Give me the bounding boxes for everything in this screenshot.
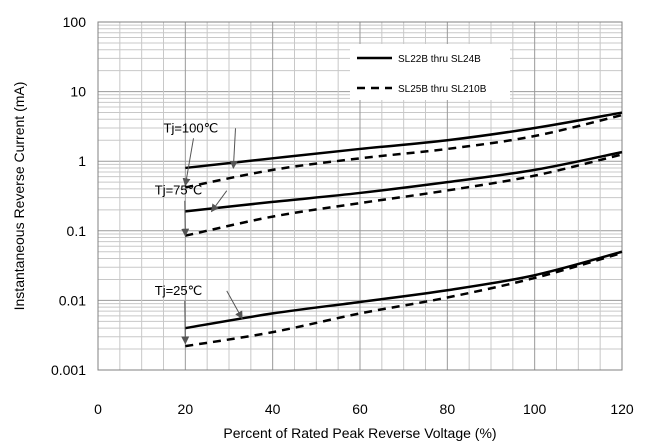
legend-label-solid: SL22B thru SL24B (398, 54, 481, 65)
y-tick-label: 1 (78, 153, 86, 169)
series-lines (185, 111, 623, 348)
x-tick-label: 0 (94, 401, 102, 417)
annotation-arrow (226, 290, 243, 320)
annotation-arrow (182, 138, 194, 187)
series-line-dashed (185, 153, 623, 237)
y-tick-label: 100 (63, 14, 87, 30)
series-line-solid (185, 250, 623, 330)
legend: SL22B thru SL24B SL25B thru SL210B (350, 44, 510, 100)
annotation-arrow (229, 128, 238, 169)
y-tick-label: 10 (70, 84, 86, 100)
legend-box (350, 44, 510, 100)
annotation-label: Tj=100℃ (164, 120, 219, 135)
tick-labels: 0.001 0.01 0.1 1 10 100 0 20 40 60 80 100 120 (51, 14, 634, 417)
annotation-arrow (181, 200, 190, 237)
x-tick-label: 100 (523, 401, 547, 417)
annotation-arrow (210, 190, 228, 213)
series-line-solid (185, 111, 623, 170)
series-line-dashed (185, 251, 623, 348)
x-tick-label: 60 (352, 401, 368, 417)
x-tick-label: 80 (440, 401, 456, 417)
x-tick-label: 20 (178, 401, 194, 417)
y-axis-title: Instantaneous Reverse Current (mA) (11, 82, 27, 311)
x-tick-label: 40 (265, 401, 281, 417)
y-tick-label: 0.001 (51, 362, 86, 378)
legend-label-dashed: SL25B thru SL210B (398, 84, 487, 95)
annotations: Tj=100℃ Tj=75℃ Tj=25℃ (155, 120, 243, 345)
plot-area-frame (97, 21, 623, 371)
series-line-solid (185, 150, 623, 213)
annotation-label: Tj=25℃ (155, 283, 202, 298)
x-axis-title: Percent of Rated Peak Reverse Voltage (%… (223, 425, 496, 441)
annotation-arrow (181, 300, 190, 345)
y-tick-label: 0.1 (67, 223, 87, 239)
x-tick-label: 120 (610, 401, 634, 417)
y-tick-label: 0.01 (59, 292, 86, 308)
annotation-label: Tj=75℃ (155, 183, 202, 198)
